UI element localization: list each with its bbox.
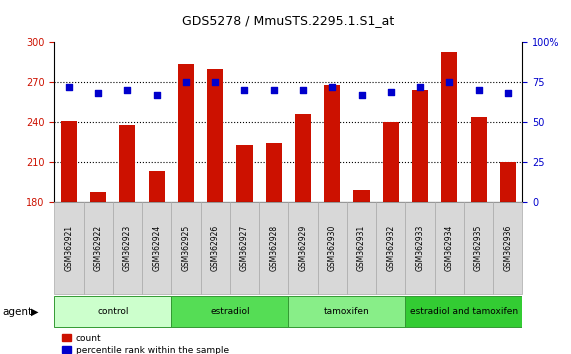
Bar — [493, 202, 522, 294]
Text: GSM362923: GSM362923 — [123, 225, 132, 271]
Point — [94, 91, 103, 96]
Point — [240, 87, 249, 93]
Bar — [113, 202, 142, 294]
Bar — [405, 202, 435, 294]
Point — [152, 92, 161, 98]
Bar — [171, 296, 288, 327]
Text: estradiol and tamoxifen: estradiol and tamoxifen — [410, 307, 518, 316]
Point — [211, 80, 220, 85]
Bar — [471, 117, 486, 202]
Point — [65, 84, 74, 90]
Bar — [435, 202, 464, 294]
Bar — [83, 202, 112, 294]
Text: tamoxifen: tamoxifen — [324, 307, 370, 316]
Bar — [464, 202, 493, 294]
Bar — [54, 296, 171, 327]
Bar — [54, 202, 83, 294]
Text: GSM362934: GSM362934 — [445, 224, 454, 271]
Bar — [259, 202, 288, 294]
Text: GSM362928: GSM362928 — [269, 225, 278, 271]
Bar — [90, 193, 106, 202]
Text: GSM362929: GSM362929 — [299, 225, 308, 271]
Text: GSM362935: GSM362935 — [474, 224, 483, 271]
Point — [182, 80, 191, 85]
Bar — [405, 296, 522, 327]
Point — [328, 84, 337, 90]
Point — [299, 87, 308, 93]
Bar — [412, 90, 428, 202]
Bar — [288, 296, 405, 327]
Bar — [324, 85, 340, 202]
Bar — [61, 121, 77, 202]
Point — [357, 92, 366, 98]
Legend: count, percentile rank within the sample: count, percentile rank within the sample — [59, 330, 232, 354]
Text: control: control — [97, 307, 128, 316]
Text: estradiol: estradiol — [210, 307, 250, 316]
Bar — [347, 202, 376, 294]
Text: GSM362936: GSM362936 — [503, 224, 512, 271]
Text: GSM362922: GSM362922 — [94, 225, 103, 271]
Bar — [236, 145, 252, 202]
Text: GSM362932: GSM362932 — [386, 225, 395, 271]
Text: GSM362921: GSM362921 — [65, 225, 74, 271]
Bar — [178, 64, 194, 202]
Point — [386, 89, 395, 95]
Bar — [230, 202, 259, 294]
Text: GSM362933: GSM362933 — [416, 224, 425, 271]
Bar — [441, 52, 457, 202]
Point — [503, 91, 512, 96]
Bar — [295, 114, 311, 202]
Text: GSM362930: GSM362930 — [328, 224, 337, 271]
Text: agent: agent — [3, 307, 33, 316]
Text: GSM362927: GSM362927 — [240, 225, 249, 271]
Point — [445, 80, 454, 85]
Bar — [171, 202, 200, 294]
Point — [123, 87, 132, 93]
Text: GSM362926: GSM362926 — [211, 225, 220, 271]
Bar — [207, 69, 223, 202]
Bar — [148, 171, 164, 202]
Point — [474, 87, 483, 93]
Text: GDS5278 / MmuSTS.2295.1.S1_at: GDS5278 / MmuSTS.2295.1.S1_at — [182, 14, 395, 27]
Bar — [376, 202, 405, 294]
Text: GSM362925: GSM362925 — [182, 225, 191, 271]
Bar — [288, 202, 317, 294]
Bar — [383, 122, 399, 202]
Bar — [119, 125, 135, 202]
Bar — [317, 202, 347, 294]
Point — [416, 84, 425, 90]
Bar — [142, 202, 171, 294]
Text: GSM362924: GSM362924 — [152, 225, 161, 271]
Bar — [500, 162, 516, 202]
Bar — [353, 190, 369, 202]
Point — [269, 87, 278, 93]
Text: ▶: ▶ — [31, 307, 39, 316]
Text: GSM362931: GSM362931 — [357, 225, 366, 271]
Bar — [266, 143, 282, 202]
Bar — [200, 202, 230, 294]
